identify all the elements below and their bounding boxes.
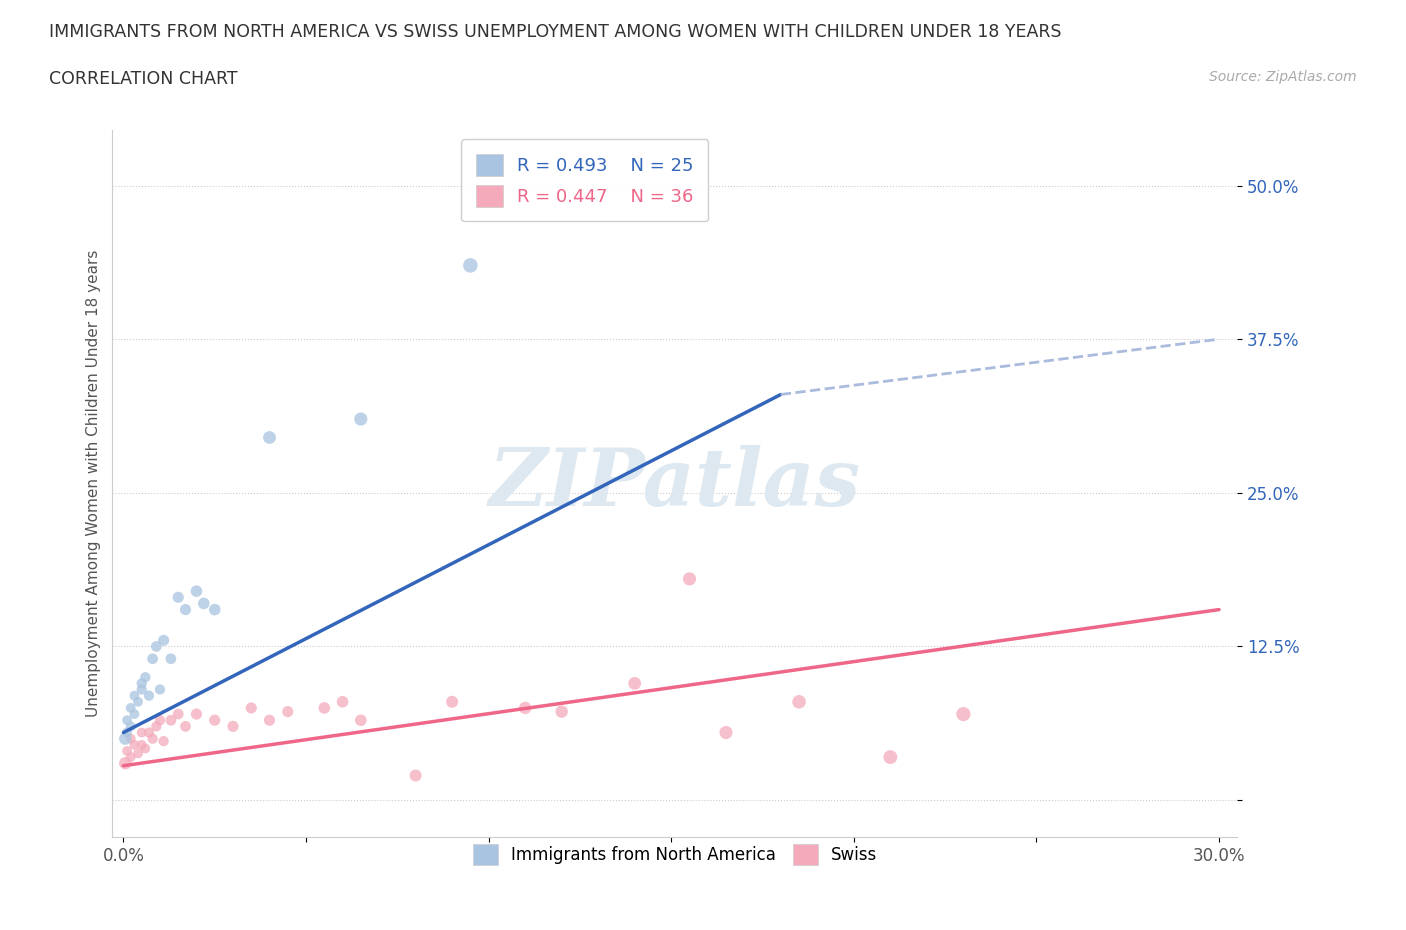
Point [120,700,142,715]
Point [124,707,146,722]
Point [131,725,153,740]
Point [134,741,156,756]
Point [115,712,138,727]
Point [134,670,156,684]
Point [952,707,974,722]
Point [550,704,572,719]
Point [186,707,208,722]
Text: CORRELATION CHART: CORRELATION CHART [49,70,238,87]
Point [787,695,810,710]
Point [160,651,183,666]
Point [167,707,190,722]
Point [127,746,149,761]
Point [277,704,299,719]
Point [405,768,427,783]
Point [149,712,172,727]
Point [120,719,142,734]
Point [259,430,281,445]
Point [131,676,153,691]
Point [204,712,226,727]
Point [174,719,197,734]
Text: ZIPatlas: ZIPatlas [489,445,860,523]
Text: IMMIGRANTS FROM NORTH AMERICA VS SWISS UNEMPLOYMENT AMONG WOMEN WITH CHILDREN UN: IMMIGRANTS FROM NORTH AMERICA VS SWISS U… [49,23,1062,41]
Point [142,731,165,746]
Text: Source: ZipAtlas.com: Source: ZipAtlas.com [1209,70,1357,84]
Legend: Immigrants from North America, Swiss: Immigrants from North America, Swiss [460,831,890,878]
Point [138,725,160,740]
Point [879,750,901,764]
Point [174,602,197,617]
Point [145,639,167,654]
Point [120,731,142,746]
Point [314,700,336,715]
Point [160,712,183,727]
Point [222,719,245,734]
Point [124,688,146,703]
Point [350,412,373,427]
Point [142,651,165,666]
Point [138,688,160,703]
Y-axis label: Unemployment Among Women with Children Under 18 years: Unemployment Among Women with Children U… [86,250,101,717]
Point [131,737,153,752]
Point [678,571,700,586]
Point [120,750,142,764]
Point [460,258,482,272]
Point [152,633,174,648]
Point [515,700,537,715]
Point [332,695,354,710]
Point [186,584,208,599]
Point [131,682,153,697]
Point [127,695,149,710]
Point [714,725,737,740]
Point [259,712,281,727]
Point [193,596,215,611]
Point [623,676,645,691]
Point [115,743,138,758]
Point [152,734,174,749]
Point [149,682,172,697]
Point [114,756,136,771]
Point [115,725,138,740]
Point [204,602,226,617]
Point [145,719,167,734]
Point [350,712,373,727]
Point [124,737,146,752]
Point [114,731,136,746]
Point [240,700,263,715]
Point [441,695,464,710]
Point [167,590,190,604]
